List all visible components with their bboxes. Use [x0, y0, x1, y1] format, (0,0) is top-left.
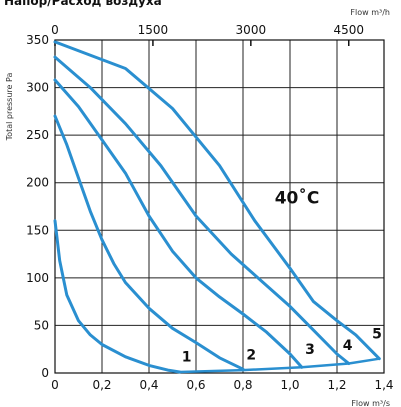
curve-number-label: 2: [246, 348, 256, 364]
x2-tick-label: 1500: [138, 23, 169, 37]
y-tick-label: 300: [26, 81, 49, 95]
temperature-label: 40˚C: [275, 187, 320, 209]
curve-3: [53, 78, 304, 369]
curve-4: [53, 55, 351, 365]
x-tick-label: 1,4: [374, 378, 393, 392]
x-tick-label: 0: [51, 378, 59, 392]
x-tick-label: 0,2: [92, 378, 111, 392]
y-tick-label: 50: [34, 318, 49, 332]
y-tick-label: 100: [26, 271, 49, 285]
y-tick-label: 350: [26, 33, 49, 47]
curve-2: [53, 114, 245, 371]
curve-number-label: 1: [182, 350, 192, 366]
y-axis-label: Total pressure Pa: [5, 73, 14, 142]
x-tick-label: 1,0: [280, 378, 299, 392]
curve-1: [53, 219, 182, 374]
curve-number-label: 3: [305, 342, 315, 358]
x2-tick-label: 0: [51, 23, 59, 37]
x-axis-label: Flow m³/s: [351, 399, 390, 407]
y-tick-label: 0: [41, 366, 49, 380]
x-tick-label: 0,4: [139, 378, 158, 392]
x-tick-label: 1,2: [327, 378, 346, 392]
grid: [54, 39, 385, 374]
series-curves: [53, 40, 381, 374]
y-tick-label: 200: [26, 176, 49, 190]
x-tick-label: 0,8: [233, 378, 252, 392]
x2-tick-label: 3000: [236, 23, 267, 37]
curve-number-label: 4: [343, 338, 353, 354]
chart-title: Напор/Расход воздуха: [4, 0, 162, 8]
axes: 0 0,2 0,4 0,6 0,8 1,0 1,2 1,4 0 1500 3000 4500 0 50 10…: [5, 8, 394, 407]
x-tick-label: 0,6: [186, 378, 205, 392]
curve-5: [53, 40, 381, 361]
system-line: [179, 357, 380, 374]
curve-number-label: 5: [372, 327, 382, 343]
x2-axis-label: Flow m³/h: [350, 8, 390, 17]
y-tick-label: 150: [26, 223, 49, 237]
y-tick-label: 250: [26, 128, 49, 142]
x2-tick-label: 4500: [333, 23, 364, 37]
plot-frame: [54, 39, 385, 374]
annotations: 1 2 3 4 5 40˚C: [182, 187, 382, 366]
